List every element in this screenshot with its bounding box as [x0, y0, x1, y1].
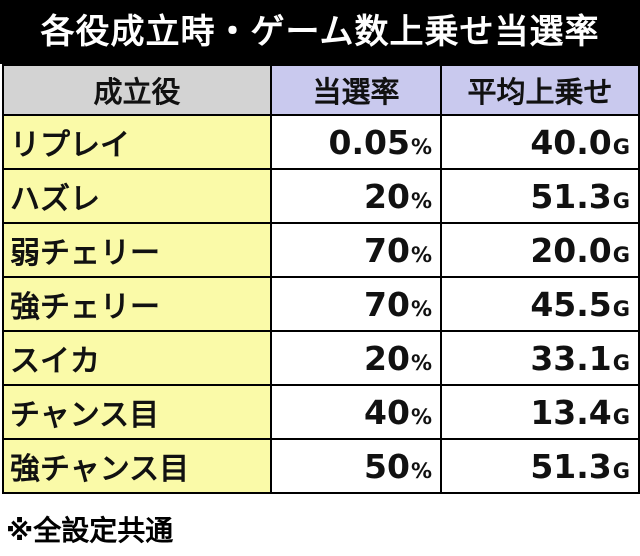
column-header-role: 成立役 [2, 64, 272, 116]
average-value: 51.3 [530, 446, 612, 486]
table-row: リプレイ 0.05% 40.0G [2, 114, 640, 170]
table-row: 弱チェリー 70% 20.0G [2, 222, 640, 278]
table-row: ハズレ 20% 51.3G [2, 168, 640, 224]
average-value: 33.1 [530, 338, 612, 378]
average-cell: 51.3G [440, 438, 640, 494]
table-row: チャンス目 40% 13.4G [2, 384, 640, 440]
average-cell: 20.0G [440, 222, 640, 278]
average-value: 20.0 [530, 230, 612, 270]
rate-cell: 0.05% [270, 114, 442, 170]
average-value: 13.4 [530, 392, 612, 432]
role-cell: スイカ [2, 330, 272, 386]
role-cell: ハズレ [2, 168, 272, 224]
rate-value: 70 [364, 284, 410, 324]
rate-cell: 40% [270, 384, 442, 440]
average-unit: G [612, 188, 630, 213]
rate-unit: % [410, 404, 432, 429]
average-cell: 33.1G [440, 330, 640, 386]
odds-table: 成立役 当選率 平均上乗せ リプレイ 0.05% 40.0G ハズレ 20% 5… [2, 64, 640, 494]
rate-value: 20 [364, 176, 410, 216]
role-cell: 強チャンス目 [2, 438, 272, 494]
rate-value: 70 [364, 230, 410, 270]
table-row: 強チャンス目 50% 51.3G [2, 438, 640, 494]
average-value: 45.5 [530, 284, 612, 324]
rate-unit: % [410, 458, 432, 483]
average-unit: G [612, 242, 630, 267]
role-cell: リプレイ [2, 114, 272, 170]
role-cell: チャンス目 [2, 384, 272, 440]
column-header-average: 平均上乗せ [440, 64, 640, 116]
rate-value: 0.05 [328, 122, 410, 162]
rate-unit: % [410, 242, 432, 267]
rate-cell: 50% [270, 438, 442, 494]
average-value: 51.3 [530, 176, 612, 216]
average-unit: G [612, 404, 630, 429]
rate-cell: 70% [270, 222, 442, 278]
average-unit: G [612, 134, 630, 159]
rate-value: 40 [364, 392, 410, 432]
average-cell: 45.5G [440, 276, 640, 332]
average-cell: 40.0G [440, 114, 640, 170]
average-unit: G [612, 458, 630, 483]
footnote: ※全設定共通 [6, 514, 174, 547]
average-unit: G [612, 296, 630, 321]
table-row: 強チェリー 70% 45.5G [2, 276, 640, 332]
role-cell: 強チェリー [2, 276, 272, 332]
average-cell: 51.3G [440, 168, 640, 224]
rate-cell: 20% [270, 330, 442, 386]
table-header-row: 成立役 当選率 平均上乗せ [2, 64, 640, 116]
rate-value: 20 [364, 338, 410, 378]
rate-unit: % [410, 188, 432, 213]
rate-value: 50 [364, 446, 410, 486]
table-row: スイカ 20% 33.1G [2, 330, 640, 386]
average-unit: G [612, 350, 630, 375]
average-cell: 13.4G [440, 384, 640, 440]
column-header-rate: 当選率 [270, 64, 442, 116]
rate-unit: % [410, 296, 432, 321]
average-value: 40.0 [530, 122, 612, 162]
rate-unit: % [410, 350, 432, 375]
rate-cell: 20% [270, 168, 442, 224]
role-cell: 弱チェリー [2, 222, 272, 278]
page-title: 各役成立時・ゲーム数上乗せ当選率 [0, 0, 640, 64]
rate-cell: 70% [270, 276, 442, 332]
rate-unit: % [410, 134, 432, 159]
